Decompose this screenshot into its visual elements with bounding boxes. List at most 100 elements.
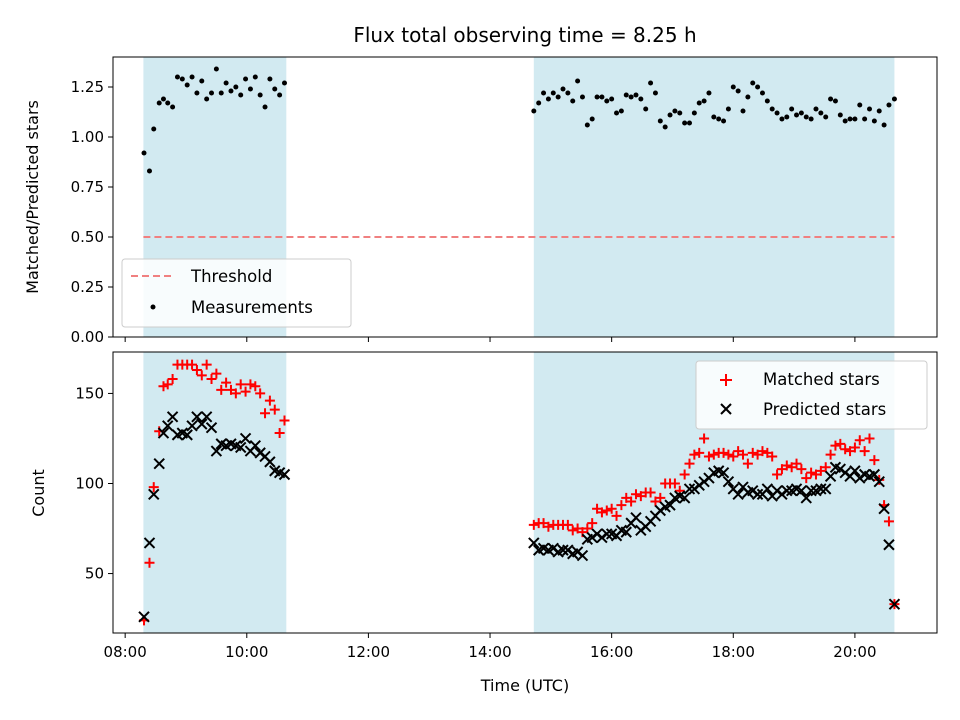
matched-star-point xyxy=(708,449,719,460)
measurement-point xyxy=(818,110,824,116)
ratio-legend-box xyxy=(121,258,352,328)
measurement-point xyxy=(837,112,843,118)
measurement-point xyxy=(151,126,157,132)
predicted-star-point xyxy=(664,499,676,511)
predicted-star-point xyxy=(678,492,691,504)
x-tick-label: 14:00 xyxy=(468,643,511,661)
predicted-star-point xyxy=(732,488,744,501)
matched-star-point xyxy=(723,449,734,460)
matched-star-point xyxy=(840,444,851,455)
predicted-star-point xyxy=(601,528,613,540)
measurement-point xyxy=(716,116,722,122)
measurement-point xyxy=(794,112,800,118)
matched-star-point xyxy=(849,442,860,453)
measurement-point xyxy=(179,76,185,82)
predicted-star-point xyxy=(210,445,223,457)
measurement-point xyxy=(852,116,858,122)
measurement-point xyxy=(842,118,848,124)
y-tick-label: 150 xyxy=(75,384,104,402)
matched-star-point xyxy=(216,384,227,395)
x-tick-label: 20:00 xyxy=(833,643,876,661)
measurement-point xyxy=(667,112,673,118)
ratio-y-axis: 0.00 0.25 0.50 0.75 1.00 1.25 xyxy=(71,78,113,346)
y-tick-label: 0.00 xyxy=(71,328,104,346)
predicted-star-point xyxy=(576,549,589,562)
measurements-series xyxy=(141,66,897,174)
matched-star-point xyxy=(806,467,817,478)
matched-star-point xyxy=(162,379,173,390)
measurement-point xyxy=(267,76,273,82)
matched-star-point xyxy=(626,496,637,507)
measurement-point xyxy=(545,96,551,102)
measurement-point xyxy=(847,116,853,122)
measurement-point xyxy=(579,94,585,100)
measurement-point xyxy=(194,90,200,96)
matched-star-point xyxy=(791,458,802,469)
measurement-point xyxy=(648,80,654,86)
measurement-point xyxy=(798,110,804,116)
measurement-point xyxy=(691,110,697,116)
measurement-point xyxy=(808,116,814,122)
predicted-star-point xyxy=(781,484,793,497)
matched-star-point xyxy=(864,433,875,444)
y-tick-label: 0.50 xyxy=(71,228,104,246)
count-panel: 50 100 150 08:00 10:00 12:00 14:00 16:00 18:00 2… xyxy=(29,351,938,695)
predicted-star-point xyxy=(800,492,812,504)
legend-matched-label: Matched stars xyxy=(763,370,880,389)
matched-star-point xyxy=(201,359,212,370)
ratio-legend: Threshold Measurements xyxy=(121,258,352,328)
matched-star-point xyxy=(883,516,894,527)
predicted-star-point xyxy=(166,411,179,423)
predicted-star-point xyxy=(162,420,174,432)
matched-star-point xyxy=(630,489,641,500)
measurement-point xyxy=(560,86,566,92)
measurement-point xyxy=(886,102,892,108)
matched-star-point xyxy=(148,482,159,493)
predicted-star-point xyxy=(820,483,832,495)
measurement-point xyxy=(204,96,210,102)
matched-star-point xyxy=(543,521,554,532)
y-tick-label: 0.25 xyxy=(71,278,104,296)
measurement-point xyxy=(711,114,717,120)
matched-star-point xyxy=(742,458,753,469)
x-tick-label: 18:00 xyxy=(712,643,755,661)
count-y-axis: 50 100 150 xyxy=(75,384,113,583)
measurement-point xyxy=(609,96,615,102)
matched-star-point xyxy=(869,455,880,466)
measurement-point xyxy=(189,74,195,80)
predicted-star-point xyxy=(751,488,764,501)
measurement-point xyxy=(657,118,663,124)
matched-star-point xyxy=(269,404,280,415)
predicted-star-point xyxy=(239,432,252,445)
observing-window-1 xyxy=(143,352,287,633)
measurement-point xyxy=(643,106,649,112)
measurement-point xyxy=(243,76,249,82)
predicted-star-point xyxy=(722,475,735,488)
matched-star-point xyxy=(718,447,729,458)
measurement-point xyxy=(565,90,571,96)
matched-star-point xyxy=(167,374,178,385)
predicted-star-point xyxy=(888,598,901,610)
measurement-point xyxy=(696,100,702,106)
measurement-point xyxy=(876,108,882,114)
measurement-point xyxy=(828,96,834,102)
measurement-point xyxy=(570,98,576,104)
measurement-point xyxy=(750,80,756,86)
matched-star-point xyxy=(255,388,266,399)
matched-star-point xyxy=(582,523,593,534)
measurement-point xyxy=(686,120,692,126)
matched-star-point xyxy=(655,492,666,503)
matched-star-point xyxy=(767,451,778,462)
predicted-star-point xyxy=(805,484,817,497)
ratio-y-axis-label: Matched/Predicted stars xyxy=(23,100,42,294)
predicted-star-point xyxy=(234,441,247,454)
y-tick-label: 1.25 xyxy=(71,78,104,96)
measurement-point xyxy=(891,96,897,102)
measurement-point xyxy=(218,90,224,96)
matched-star-point xyxy=(144,557,155,568)
matched-star-point xyxy=(260,408,271,419)
measurement-point xyxy=(745,94,751,100)
matched-star-point xyxy=(835,438,846,449)
legend-threshold-label: Threshold xyxy=(190,267,272,286)
measurement-point xyxy=(599,94,605,100)
